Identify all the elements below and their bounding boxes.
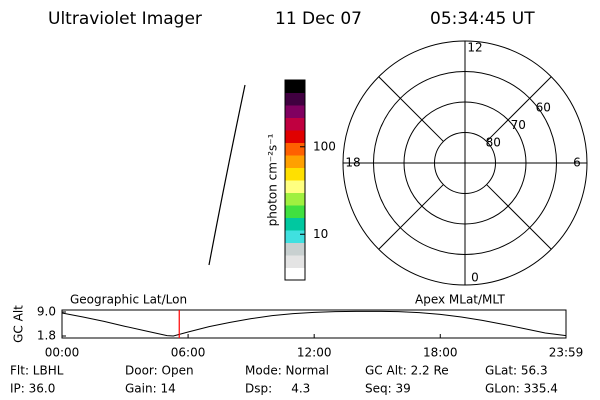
x-tick-label: 06:00 bbox=[171, 346, 206, 360]
y-tick-label: 9.0 bbox=[37, 305, 56, 319]
info-field: GLon: 335.4 bbox=[485, 382, 558, 396]
color-step bbox=[285, 192, 305, 206]
mlt-label: 6 bbox=[573, 156, 581, 170]
info-field: Mode: Normal bbox=[245, 364, 329, 378]
color-step bbox=[285, 205, 305, 218]
y-axis-label: GC Alt bbox=[12, 305, 26, 343]
plot-frame bbox=[61, 309, 567, 339]
orbit-trace bbox=[208, 84, 246, 266]
lat-label: 80 bbox=[486, 136, 501, 150]
mlt-label: 12 bbox=[467, 41, 482, 55]
x-tick-label: 12:00 bbox=[297, 346, 332, 360]
info-field: GC Alt: 2.2 Re bbox=[365, 364, 449, 378]
color-step bbox=[285, 267, 305, 281]
radial-line bbox=[378, 184, 444, 250]
color-step bbox=[285, 180, 305, 193]
left-title: Geographic Lat/Lon bbox=[70, 293, 187, 307]
radial-line bbox=[486, 184, 552, 250]
colorbar-label: photon cm⁻²s⁻¹ bbox=[266, 133, 280, 226]
radial-line bbox=[378, 76, 444, 142]
colorbar-tick-label: 10 bbox=[313, 227, 328, 241]
color-step bbox=[285, 80, 305, 93]
color-step bbox=[285, 230, 305, 243]
lat-label: 70 bbox=[511, 118, 526, 132]
right-title: Apex MLat/MLT bbox=[415, 293, 505, 307]
color-step bbox=[285, 255, 305, 268]
x-tick-label: 00:00 bbox=[45, 346, 80, 360]
radial-line bbox=[486, 76, 552, 142]
info-field: Door: Open bbox=[125, 364, 194, 378]
colorbar-frame bbox=[284, 79, 306, 281]
color-step bbox=[285, 117, 305, 131]
info-field: Seq: 39 bbox=[365, 382, 411, 396]
y-tick-label: 1.8 bbox=[37, 329, 56, 343]
info-field: IP: 36.0 bbox=[10, 382, 55, 396]
color-step bbox=[285, 242, 305, 256]
color-step bbox=[285, 167, 305, 181]
color-step bbox=[285, 130, 305, 143]
info-field: GLat: 56.3 bbox=[485, 364, 548, 378]
mlt-label: 18 bbox=[345, 156, 360, 170]
info-field: Dsp: 4.3 bbox=[245, 382, 310, 396]
mlt-label: 0 bbox=[471, 271, 479, 285]
x-tick-label: 23:59 bbox=[549, 346, 584, 360]
color-step bbox=[285, 105, 305, 118]
date: 11 Dec 07 bbox=[275, 9, 362, 29]
color-step bbox=[285, 92, 305, 106]
lat-label: 60 bbox=[536, 101, 551, 115]
time: 05:34:45 UT bbox=[430, 9, 535, 29]
info-field: Gain: 14 bbox=[125, 382, 176, 396]
color-step bbox=[285, 142, 305, 156]
colorbar-tick-label: 100 bbox=[313, 139, 336, 153]
color-step bbox=[285, 217, 305, 231]
info-field: Flt: LBHL bbox=[10, 364, 64, 378]
altitude-line bbox=[61, 310, 567, 337]
x-tick-label: 18:00 bbox=[423, 346, 458, 360]
instrument: Ultraviolet Imager bbox=[48, 9, 202, 29]
color-step bbox=[285, 155, 305, 168]
